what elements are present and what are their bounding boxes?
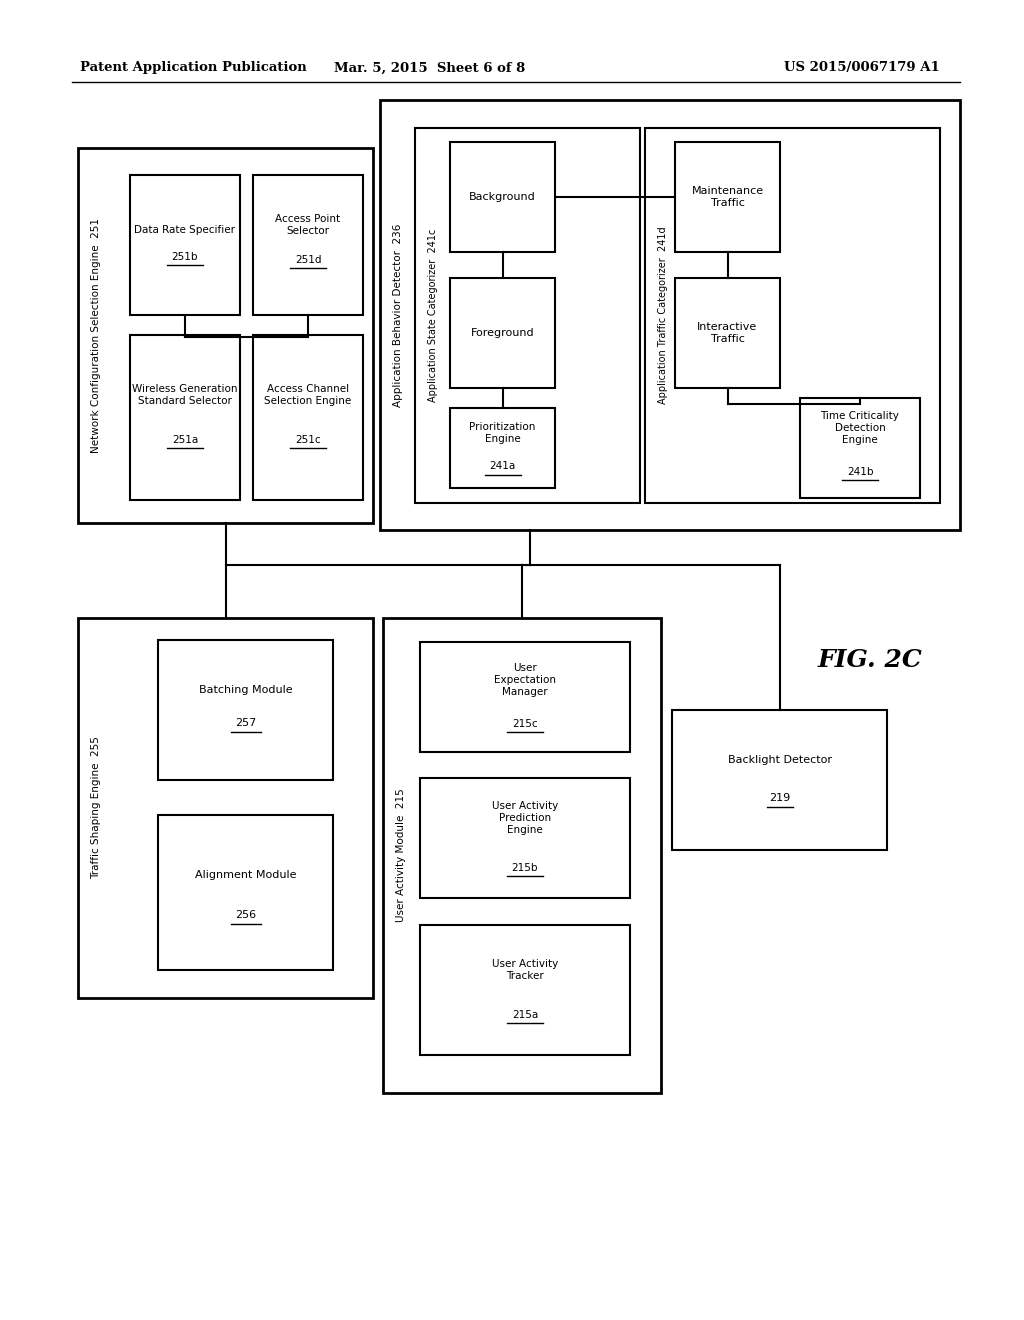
Text: 219: 219	[769, 793, 791, 803]
Text: 251a: 251a	[172, 436, 198, 445]
Text: 215a: 215a	[512, 1010, 539, 1020]
Text: Access Point
Selector: Access Point Selector	[275, 214, 341, 236]
Bar	[645, 128, 940, 503]
Text: Application Behavior Detector  236: Application Behavior Detector 236	[393, 223, 403, 407]
Text: 241b: 241b	[847, 467, 873, 477]
Bar	[253, 176, 362, 315]
Text: Time Criticality
Detection
Engine: Time Criticality Detection Engine	[820, 412, 899, 445]
Text: Network Configuration Selection Engine  251: Network Configuration Selection Engine 2…	[91, 218, 101, 453]
Text: Background: Background	[469, 191, 536, 202]
Text: User Activity
Prediction
Engine: User Activity Prediction Engine	[492, 801, 558, 834]
Text: 257: 257	[234, 718, 256, 729]
Text: Traffic Shaping Engine  255: Traffic Shaping Engine 255	[91, 737, 101, 879]
Text: FIG. 2C: FIG. 2C	[817, 648, 923, 672]
Text: 215b: 215b	[512, 863, 539, 873]
Text: 256: 256	[234, 909, 256, 920]
Text: 251c: 251c	[295, 436, 321, 445]
Text: User Activity Module  215: User Activity Module 215	[396, 788, 406, 923]
Text: Access Channel
Selection Engine: Access Channel Selection Engine	[264, 384, 351, 405]
Text: User
Expectation
Manager: User Expectation Manager	[494, 664, 556, 697]
Text: Backlight Detector: Backlight Detector	[727, 755, 831, 766]
Bar	[675, 279, 780, 388]
Bar	[253, 335, 362, 500]
Bar	[675, 143, 780, 252]
Bar	[672, 710, 887, 850]
Text: Application Traffic Categorizer  241d: Application Traffic Categorizer 241d	[658, 227, 668, 404]
Text: 251b: 251b	[172, 252, 199, 261]
Bar	[158, 640, 333, 780]
Bar	[78, 618, 373, 998]
Bar	[415, 128, 640, 503]
Text: 215c: 215c	[512, 719, 538, 729]
Text: Maintenance
Traffic: Maintenance Traffic	[691, 186, 764, 207]
Text: Alignment Module: Alignment Module	[195, 870, 296, 880]
Text: User Activity
Tracker: User Activity Tracker	[492, 960, 558, 981]
Bar	[450, 143, 555, 252]
Bar	[130, 176, 240, 315]
Text: 251d: 251d	[295, 255, 322, 265]
Bar	[78, 148, 373, 523]
Text: Patent Application Publication: Patent Application Publication	[80, 62, 307, 74]
Bar	[450, 408, 555, 488]
Text: Prioritization
Engine: Prioritization Engine	[469, 422, 536, 444]
Text: Batching Module: Batching Module	[199, 685, 292, 696]
Text: Foreground: Foreground	[471, 327, 535, 338]
Bar	[800, 399, 920, 498]
Bar	[380, 100, 961, 531]
Text: Data Rate Specifier: Data Rate Specifier	[134, 224, 236, 235]
Bar	[383, 618, 662, 1093]
Bar	[420, 925, 630, 1055]
Bar	[420, 777, 630, 898]
Bar	[158, 814, 333, 970]
Text: US 2015/0067179 A1: US 2015/0067179 A1	[784, 62, 940, 74]
Text: Application State Categorizer  241c: Application State Categorizer 241c	[428, 228, 438, 403]
Bar	[130, 335, 240, 500]
Text: Wireless Generation
Standard Selector: Wireless Generation Standard Selector	[132, 384, 238, 405]
Bar	[450, 279, 555, 388]
Text: Interactive
Traffic: Interactive Traffic	[697, 322, 758, 343]
Bar	[420, 642, 630, 752]
Text: Mar. 5, 2015  Sheet 6 of 8: Mar. 5, 2015 Sheet 6 of 8	[335, 62, 525, 74]
Text: 241a: 241a	[489, 461, 516, 471]
